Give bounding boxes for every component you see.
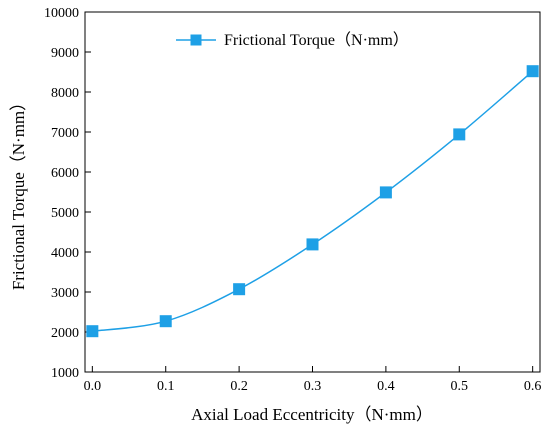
data-point xyxy=(306,238,319,251)
legend-marker xyxy=(190,34,202,46)
y-axis: 1000 2000 3000 4000 5000 6000 7000 8000 9000 1000… xyxy=(44,6,91,381)
legend: Frictional Torque（N·mm） xyxy=(176,31,409,49)
legend-label: Frictional Torque（N·mm） xyxy=(224,31,409,49)
y-tick-label: 3000 xyxy=(51,286,79,301)
x-tick-label: 0.3 xyxy=(304,379,322,394)
y-tick-label: 1000 xyxy=(51,366,79,381)
data-point xyxy=(233,283,246,296)
y-tick-label: 2000 xyxy=(51,326,79,341)
y-tick-label: 4000 xyxy=(51,246,79,261)
y-tick-label: 9000 xyxy=(51,46,79,61)
y-axis-title: Frictional Torque（N·mm） xyxy=(9,94,28,290)
series-layer xyxy=(86,65,539,338)
y-tick-label: 10000 xyxy=(44,6,79,21)
x-tick-label: 0.2 xyxy=(230,379,248,394)
data-point xyxy=(159,315,172,328)
data-point xyxy=(453,128,466,141)
y-tick-label: 7000 xyxy=(51,126,79,141)
x-axis-title: Axial Load Eccentricity（N·mm） xyxy=(191,405,433,424)
x-tick-label: 0.6 xyxy=(524,379,542,394)
x-tick-label: 0.4 xyxy=(377,379,395,394)
series-line xyxy=(92,70,534,332)
y-tick-label: 6000 xyxy=(51,166,79,181)
data-point xyxy=(86,325,99,338)
y-tick-label: 5000 xyxy=(51,206,79,221)
y-tick-label: 8000 xyxy=(51,86,79,101)
x-axis: 0.0 0.1 0.2 0.3 0.4 0.5 0.6 xyxy=(84,366,542,394)
x-tick-label: 0.1 xyxy=(157,379,175,394)
x-tick-label: 0.0 xyxy=(84,379,102,394)
data-point xyxy=(526,65,539,78)
plot-frame xyxy=(84,11,541,373)
x-tick-label: 0.5 xyxy=(451,379,469,394)
data-point xyxy=(379,186,392,199)
